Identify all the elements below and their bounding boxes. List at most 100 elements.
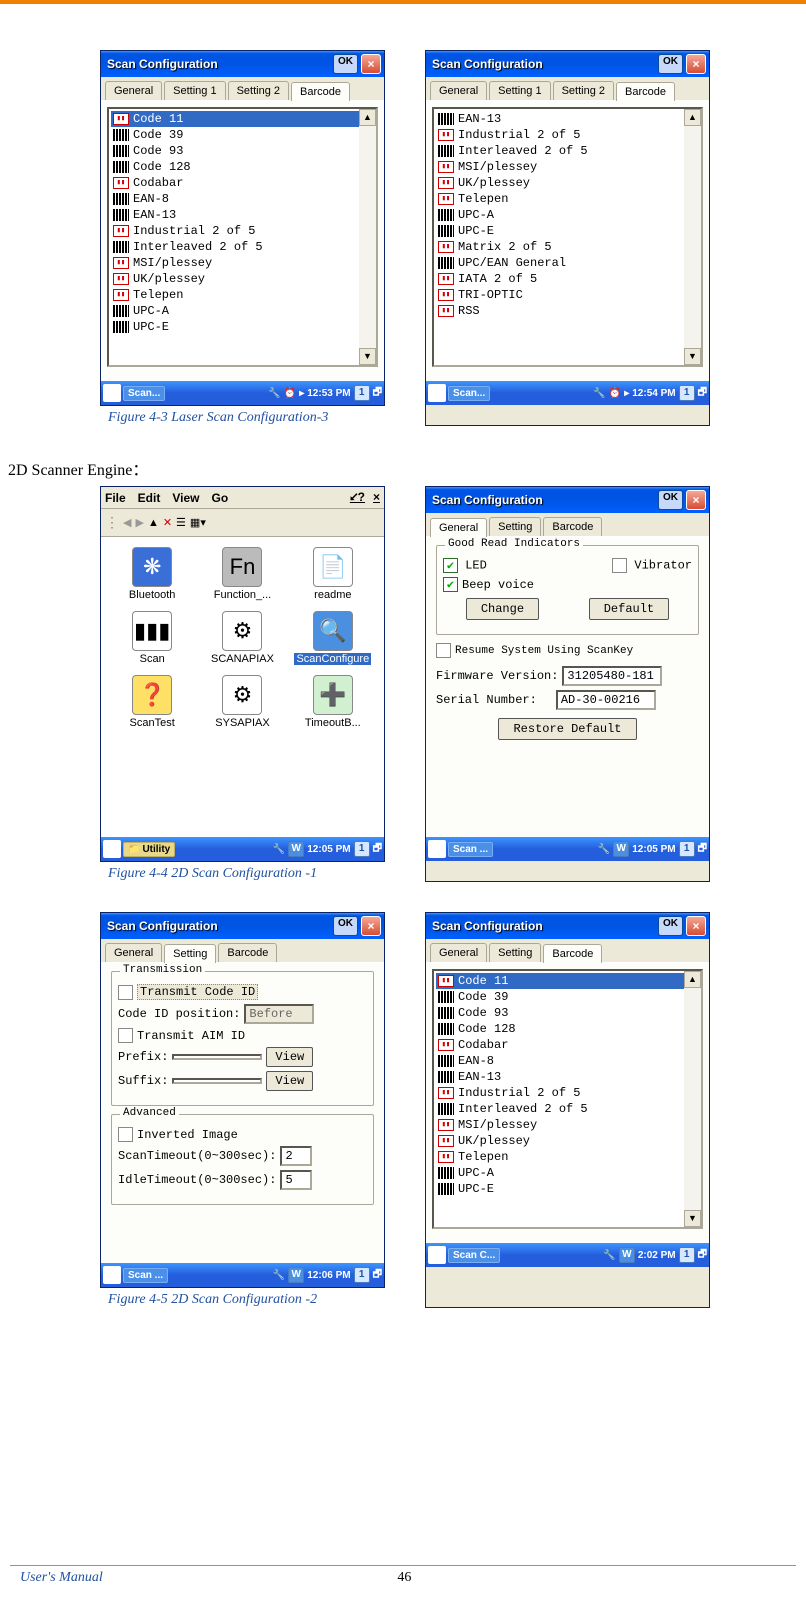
menu-edit[interactable]: Edit: [138, 491, 161, 505]
word-icon[interactable]: W: [288, 1267, 304, 1283]
list-item[interactable]: UPC/EAN General: [436, 255, 699, 271]
list-item[interactable]: ▮▮Code 11: [111, 111, 374, 127]
tray-icon[interactable]: 🔧: [603, 1250, 615, 1261]
codeid-pos-select[interactable]: Before: [244, 1004, 314, 1024]
start-icon[interactable]: ⊞: [103, 384, 121, 402]
list-item[interactable]: Interleaved 2 of 5: [111, 239, 374, 255]
input-indicator[interactable]: 1: [354, 1267, 370, 1283]
tab-setting1[interactable]: Setting 1: [164, 81, 225, 100]
view-icon[interactable]: ▦▾: [190, 516, 206, 529]
input-indicator[interactable]: 1: [679, 1247, 695, 1263]
view-button[interactable]: View: [266, 1047, 313, 1067]
scantimeout-field[interactable]: 2: [280, 1146, 312, 1166]
list-item[interactable]: Code 128: [111, 159, 374, 175]
view-button[interactable]: View: [266, 1071, 313, 1091]
list-item[interactable]: EAN-13: [436, 111, 699, 127]
fwd-icon[interactable]: ▶: [135, 516, 143, 529]
list-item[interactable]: EAN-13: [111, 207, 374, 223]
ok-button[interactable]: OK: [333, 54, 358, 74]
input-indicator[interactable]: 1: [354, 841, 370, 857]
start-icon[interactable]: ⊞: [428, 840, 446, 858]
ok-button[interactable]: OK: [333, 916, 358, 936]
tray-icon[interactable]: 🔧: [268, 388, 280, 399]
list-item[interactable]: UPC-E: [436, 223, 699, 239]
tab-general[interactable]: General: [105, 81, 162, 100]
barcode-list[interactable]: EAN-13▮▮Industrial 2 of 5Interleaved 2 o…: [432, 107, 703, 367]
list-item[interactable]: ▮▮UK/plessey: [436, 175, 699, 191]
desktop-icon-item[interactable]: FnFunction_...: [199, 547, 285, 601]
input-indicator[interactable]: 1: [679, 385, 695, 401]
beep-checkbox[interactable]: ✔: [443, 577, 458, 592]
up-icon[interactable]: ▲: [148, 517, 159, 529]
tab-setting2[interactable]: Setting 2: [553, 81, 614, 100]
list-item[interactable]: ▮▮Industrial 2 of 5: [436, 127, 699, 143]
word-icon[interactable]: W: [613, 841, 629, 857]
prefix-field[interactable]: [172, 1054, 262, 1060]
resume-checkbox[interactable]: [436, 643, 451, 658]
scroll-down-icon[interactable]: ▼: [684, 348, 701, 365]
back-icon[interactable]: ◀: [123, 516, 131, 529]
list-item[interactable]: ▮▮Telepen: [436, 1149, 699, 1165]
props-icon[interactable]: ☰: [176, 516, 186, 529]
tray-icon[interactable]: ⏰: [609, 388, 621, 399]
desktop-icon-item[interactable]: ▮▮▮Scan: [109, 611, 195, 665]
list-item[interactable]: ▮▮Telepen: [111, 287, 374, 303]
tab-setting1[interactable]: Setting 1: [489, 81, 550, 100]
scroll-up-icon[interactable]: ▲: [359, 109, 376, 126]
desktop-icon[interactable]: 🗗: [373, 1267, 382, 1284]
start-icon[interactable]: ⊞: [103, 1266, 121, 1284]
taskbar-app[interactable]: Scan...: [123, 386, 165, 401]
tab-barcode[interactable]: Barcode: [616, 82, 675, 101]
tab-setting[interactable]: Setting: [164, 944, 216, 963]
desktop-icon-item[interactable]: 📄readme: [290, 547, 376, 601]
tray-icon[interactable]: 🔧: [273, 844, 285, 855]
list-item[interactable]: ▮▮RSS: [436, 303, 699, 319]
change-button[interactable]: Change: [466, 598, 539, 620]
tray-icon[interactable]: ⏰: [284, 388, 296, 399]
close-icon[interactable]: ×: [361, 54, 381, 74]
list-item[interactable]: ▮▮UK/plessey: [436, 1133, 699, 1149]
list-item[interactable]: ▮▮Industrial 2 of 5: [111, 223, 374, 239]
tab-setting[interactable]: Setting: [489, 517, 541, 536]
transmit-aim-checkbox[interactable]: [118, 1028, 133, 1043]
desktop-icon[interactable]: 🗗: [698, 385, 707, 402]
list-item[interactable]: ▮▮Industrial 2 of 5: [436, 1085, 699, 1101]
word-icon[interactable]: W: [288, 841, 304, 857]
list-item[interactable]: UPC-A: [436, 207, 699, 223]
list-item[interactable]: ▮▮MSI/plessey: [436, 159, 699, 175]
tab-setting2[interactable]: Setting 2: [228, 81, 289, 100]
desktop-icon-item[interactable]: ⚙SYSAPIAX: [199, 675, 285, 729]
scroll-down-icon[interactable]: ▼: [359, 348, 376, 365]
list-item[interactable]: ▮▮Code 11: [436, 973, 699, 989]
list-item[interactable]: UPC-A: [111, 303, 374, 319]
delete-icon[interactable]: ✕: [163, 516, 172, 529]
list-item[interactable]: ▮▮MSI/plessey: [111, 255, 374, 271]
list-item[interactable]: ▮▮MSI/plessey: [436, 1117, 699, 1133]
desktop-icon[interactable]: 🗗: [373, 841, 382, 858]
desktop-icon-item[interactable]: ❓ScanTest: [109, 675, 195, 729]
desktop-icon-item[interactable]: ➕TimeoutB...: [290, 675, 376, 729]
scrollbar[interactable]: [684, 988, 701, 1210]
tray-icon[interactable]: 🔧: [273, 1270, 285, 1281]
barcode-list[interactable]: ▮▮Code 11Code 39Code 93Code 128▮▮Codabar…: [432, 969, 703, 1229]
help-icon[interactable]: ⭩?: [350, 490, 365, 505]
close-icon[interactable]: ×: [686, 54, 706, 74]
suffix-field[interactable]: [172, 1078, 262, 1084]
menu-view[interactable]: View: [172, 491, 199, 505]
list-item[interactable]: Interleaved 2 of 5: [436, 1101, 699, 1117]
default-button[interactable]: Default: [589, 598, 669, 620]
list-item[interactable]: UPC-A: [436, 1165, 699, 1181]
start-icon[interactable]: ⊞: [428, 384, 446, 402]
desktop-icon[interactable]: 🗗: [373, 385, 382, 402]
tab-general[interactable]: General: [430, 81, 487, 100]
tray-icon[interactable]: 🔧: [593, 388, 605, 399]
list-item[interactable]: EAN-8: [111, 191, 374, 207]
list-item[interactable]: EAN-8: [436, 1053, 699, 1069]
ok-button[interactable]: OK: [658, 54, 683, 74]
close-icon[interactable]: ×: [361, 916, 381, 936]
list-item[interactable]: UPC-E: [436, 1181, 699, 1197]
tab-barcode[interactable]: Barcode: [543, 944, 602, 963]
input-indicator[interactable]: 1: [679, 841, 695, 857]
idletimeout-field[interactable]: 5: [280, 1170, 312, 1190]
vibrator-checkbox[interactable]: [612, 558, 627, 573]
